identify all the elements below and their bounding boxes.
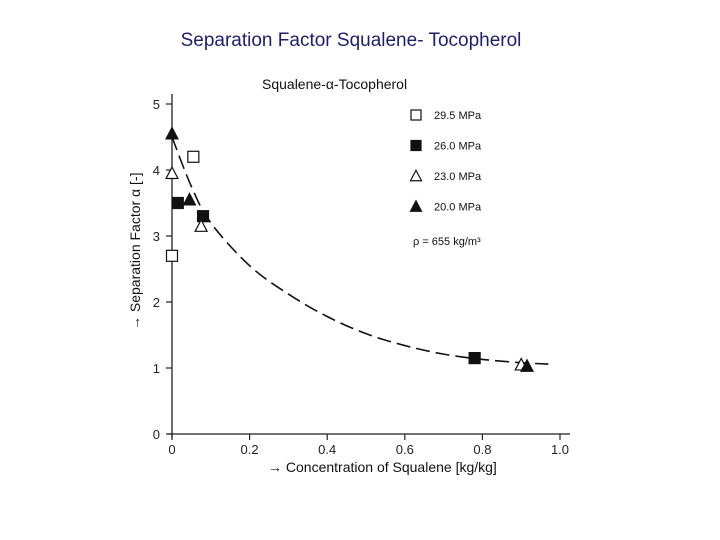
data-point-triangle-filled bbox=[520, 358, 535, 372]
fit-curve-group bbox=[171, 136, 549, 365]
y-tick-label: 0 bbox=[153, 427, 160, 442]
y-axis-label: → Separation Factor α [-] bbox=[127, 173, 143, 331]
data-points bbox=[165, 126, 535, 372]
data-point-square-open bbox=[187, 150, 200, 163]
x-tick-label: 0.2 bbox=[241, 442, 259, 457]
legend-marker-square-filled bbox=[410, 139, 422, 152]
data-point-square-open bbox=[165, 249, 179, 262]
x-tick-label: 0 bbox=[168, 442, 175, 457]
y-tick-label: 3 bbox=[153, 229, 160, 244]
data-point-triangle-filled bbox=[182, 192, 197, 206]
chart-axes bbox=[168, 94, 570, 438]
y-tick-label: 5 bbox=[153, 97, 160, 112]
data-point-square-filled bbox=[196, 210, 210, 223]
legend-marker-triangle-open bbox=[409, 168, 423, 182]
legend-label: 26.0 MPa bbox=[434, 141, 482, 153]
x-tick-label: 1.0 bbox=[551, 442, 569, 457]
x-axis-label: → Concentration of Squalene [kg/kg] bbox=[268, 459, 497, 475]
data-point-triangle-open bbox=[165, 165, 179, 180]
y-tick-label: 1 bbox=[153, 361, 160, 376]
density-annotation: ρ = 655 kg/m³ bbox=[413, 236, 481, 248]
slide-title: Separation Factor Squalene- Tocopherol bbox=[180, 30, 522, 51]
chart-ticks: 0 0.2 0.4 0.6 0.8 1.0 0 1 2 3 4 5 bbox=[153, 97, 569, 457]
y-tick-label: 4 bbox=[153, 163, 160, 178]
legend-label: 20.0 MPa bbox=[434, 202, 482, 214]
legend-marker-triangle-filled bbox=[409, 199, 423, 212]
x-tick-label: 0.6 bbox=[396, 442, 414, 457]
x-tick-label: 0.4 bbox=[318, 442, 336, 457]
chart-title: Squalene-α-Tocopherol bbox=[262, 76, 407, 92]
fit-curve bbox=[171, 136, 549, 365]
data-point-triangle-open bbox=[194, 218, 209, 232]
y-tick-label: 2 bbox=[153, 295, 160, 310]
data-point-square-filled bbox=[171, 196, 184, 210]
legend: 29.5 MPa 26.0 MPa 23.0 MPa 20.0 MPa bbox=[409, 109, 482, 214]
data-point-triangle-filled bbox=[165, 126, 179, 140]
data-point-square-filled bbox=[468, 352, 481, 365]
legend-marker-square-open bbox=[410, 109, 422, 121]
x-tick-label: 0.8 bbox=[473, 442, 491, 457]
legend-label: 23.0 MPa bbox=[434, 171, 482, 183]
legend-label: 29.5 MPa bbox=[434, 110, 482, 122]
